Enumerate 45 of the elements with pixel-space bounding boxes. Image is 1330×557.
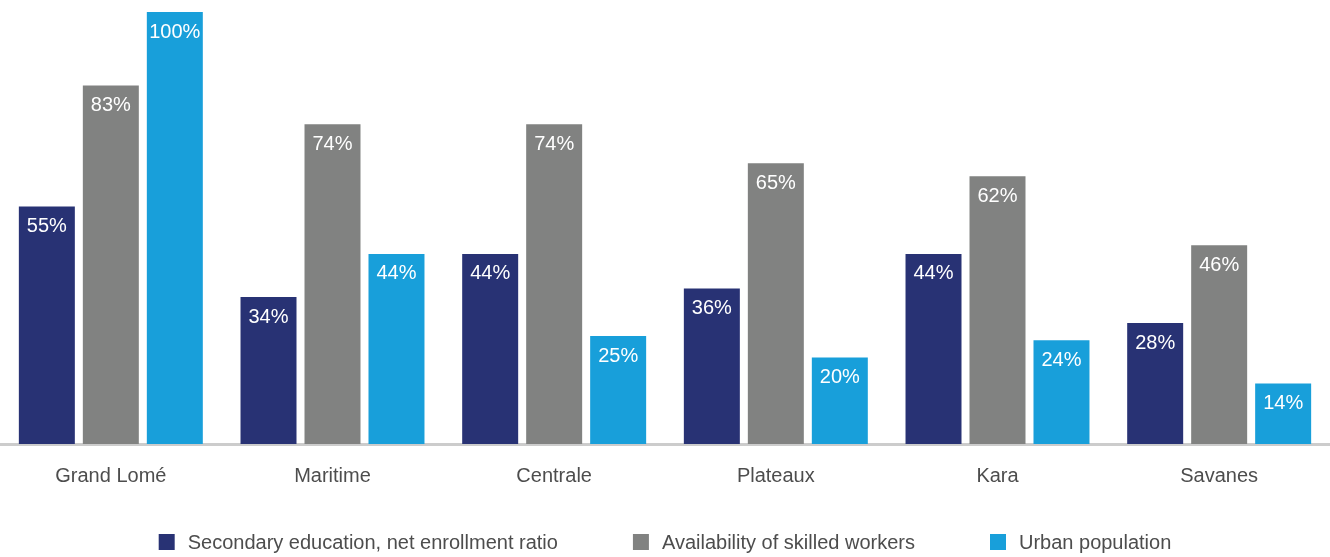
legend-label: Urban population <box>1018 530 1172 553</box>
bar <box>747 163 804 444</box>
bar <box>240 297 297 444</box>
data-label: 55% <box>26 213 68 236</box>
bar <box>1033 340 1090 444</box>
data-label: 83% <box>90 92 132 115</box>
data-label: 74% <box>534 131 575 154</box>
data-label: 62% <box>977 183 1018 206</box>
bar <box>526 124 583 444</box>
bar <box>905 253 962 444</box>
bar <box>683 288 740 444</box>
bar <box>1255 383 1312 444</box>
data-label: 65% <box>755 170 797 193</box>
bar <box>82 85 139 444</box>
x-tick-label: Kara <box>976 463 1020 486</box>
bar <box>304 124 361 444</box>
bar <box>590 336 647 444</box>
data-label: 44% <box>376 261 417 284</box>
data-label: 14% <box>1263 391 1304 414</box>
x-tick-label: Centrale <box>516 463 592 486</box>
data-label: 74% <box>312 131 353 154</box>
data-label: 36% <box>691 296 733 318</box>
x-tick-label: Savanes <box>1180 463 1259 486</box>
bar <box>1127 323 1184 444</box>
bar <box>969 176 1026 444</box>
x-tick-label: Grand Lomé <box>55 463 167 486</box>
data-label: 44% <box>913 261 954 284</box>
x-tick-label: Plateaux <box>736 463 815 486</box>
bar <box>811 357 868 444</box>
data-label: 100% <box>149 19 201 42</box>
data-label: 20% <box>819 365 861 388</box>
bar <box>368 253 425 444</box>
data-label: 28% <box>1135 330 1176 353</box>
data-label: 25% <box>598 343 639 366</box>
bar <box>18 206 75 444</box>
bar <box>146 12 203 444</box>
data-label: 24% <box>1041 347 1082 370</box>
data-label: 46% <box>1199 252 1240 275</box>
legend-label: Availability of skilled workers <box>661 530 915 553</box>
bar <box>462 253 519 444</box>
bar <box>1191 245 1248 444</box>
legend-label: Secondary education, net enrollment ratio <box>187 530 558 553</box>
x-tick-label: Maritime <box>294 463 371 486</box>
data-label: 44% <box>470 261 511 284</box>
data-label: 34% <box>248 304 289 327</box>
